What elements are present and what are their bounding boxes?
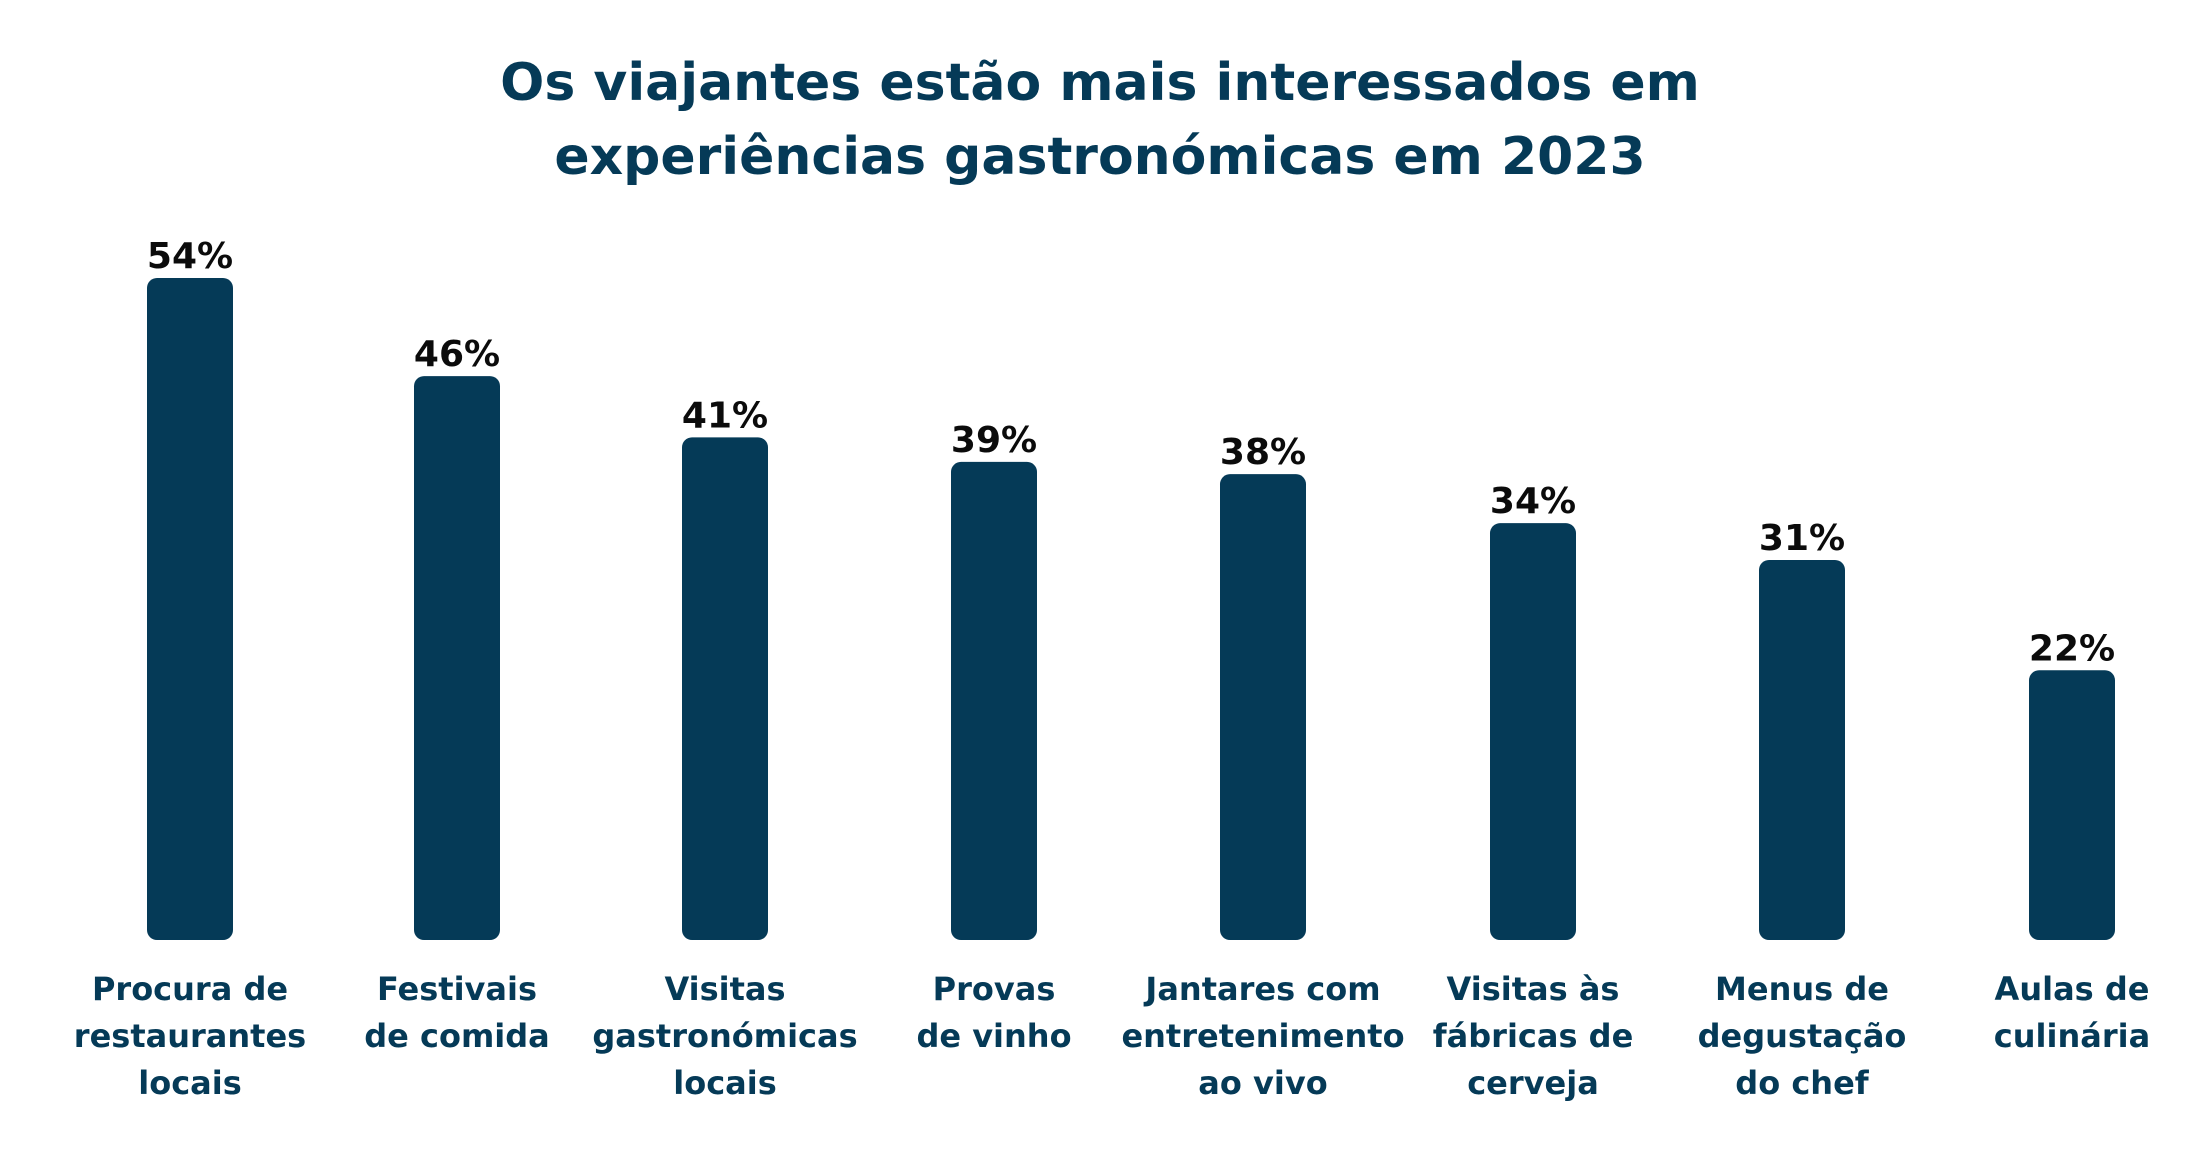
chart-title-line-2: experiências gastronómicas em 2023 [554, 127, 1645, 187]
category-label-6: Visitas às fábricas de cerveja [1433, 970, 1634, 1102]
bar-3 [682, 437, 768, 940]
category-label-1-line-3: locais [138, 1064, 242, 1102]
value-label-7: 31% [1759, 518, 1845, 559]
value-label-5: 38% [1220, 432, 1306, 473]
category-label-6-line-3: cerveja [1467, 1064, 1599, 1102]
category-label-3-line-2: gastronómicas [592, 1017, 857, 1055]
category-label-8-line-2: culinária [1994, 1017, 2150, 1055]
category-label-8-line-1: Aulas de [1995, 970, 2150, 1008]
category-labels: Procura de restaurantes locais Festivais de … [74, 970, 2150, 1102]
category-label-4: Provas de vinho [916, 970, 1071, 1055]
category-label-2-line-2: de comida [364, 1017, 550, 1055]
category-label-7: Menus de degustação do chef [1698, 970, 1907, 1102]
value-label-2: 46% [414, 334, 500, 375]
category-label-7-line-1: Menus de [1715, 970, 1889, 1008]
category-label-4-line-1: Provas [933, 970, 1056, 1008]
bar-7 [1759, 559, 1845, 940]
bar-1 [147, 278, 233, 940]
category-label-7-line-2: degustação [1698, 1017, 1907, 1055]
category-label-2: Festivais de comida [364, 970, 550, 1055]
category-label-5-line-3: ao vivo [1198, 1064, 1327, 1102]
category-label-5-line-2: entretenimento [1121, 1017, 1404, 1055]
bar-8 [2029, 670, 2115, 940]
bars [147, 278, 2115, 940]
value-labels: 54% 46% 41% 39% 38% 34% 31% 22% [147, 236, 2115, 669]
category-label-3: Visitas gastronómicas locais [592, 970, 857, 1102]
category-label-3-line-1: Visitas [664, 970, 785, 1008]
bar-6 [1490, 523, 1576, 940]
value-label-8: 22% [2029, 628, 2115, 669]
bar-5 [1220, 474, 1306, 940]
category-label-6-line-2: fábricas de [1433, 1017, 1634, 1055]
value-label-4: 39% [951, 420, 1037, 461]
category-label-6-line-1: Visitas às [1447, 970, 1620, 1008]
bar-2 [414, 376, 500, 940]
bar-4 [951, 461, 1037, 940]
chart-title: Os viajantes estão mais interessados em e… [500, 53, 1700, 187]
category-label-7-line-3: do chef [1735, 1064, 1869, 1102]
category-label-1-line-2: restaurantes [74, 1017, 306, 1055]
value-label-3: 41% [682, 395, 768, 436]
category-label-1: Procura de restaurantes locais [74, 970, 306, 1102]
value-label-6: 34% [1490, 481, 1576, 522]
category-label-5: Jantares com entretenimento ao vivo [1121, 970, 1404, 1102]
category-label-4-line-2: de vinho [916, 1017, 1071, 1055]
value-label-1: 54% [147, 236, 233, 277]
category-label-5-line-1: Jantares com [1143, 970, 1380, 1008]
category-label-1-line-1: Procura de [92, 970, 288, 1008]
chart-title-line-1: Os viajantes estão mais interessados em [500, 53, 1700, 113]
category-label-2-line-1: Festivais [377, 970, 537, 1008]
category-label-8: Aulas de culinária [1994, 970, 2150, 1055]
category-label-3-line-3: locais [673, 1064, 777, 1102]
